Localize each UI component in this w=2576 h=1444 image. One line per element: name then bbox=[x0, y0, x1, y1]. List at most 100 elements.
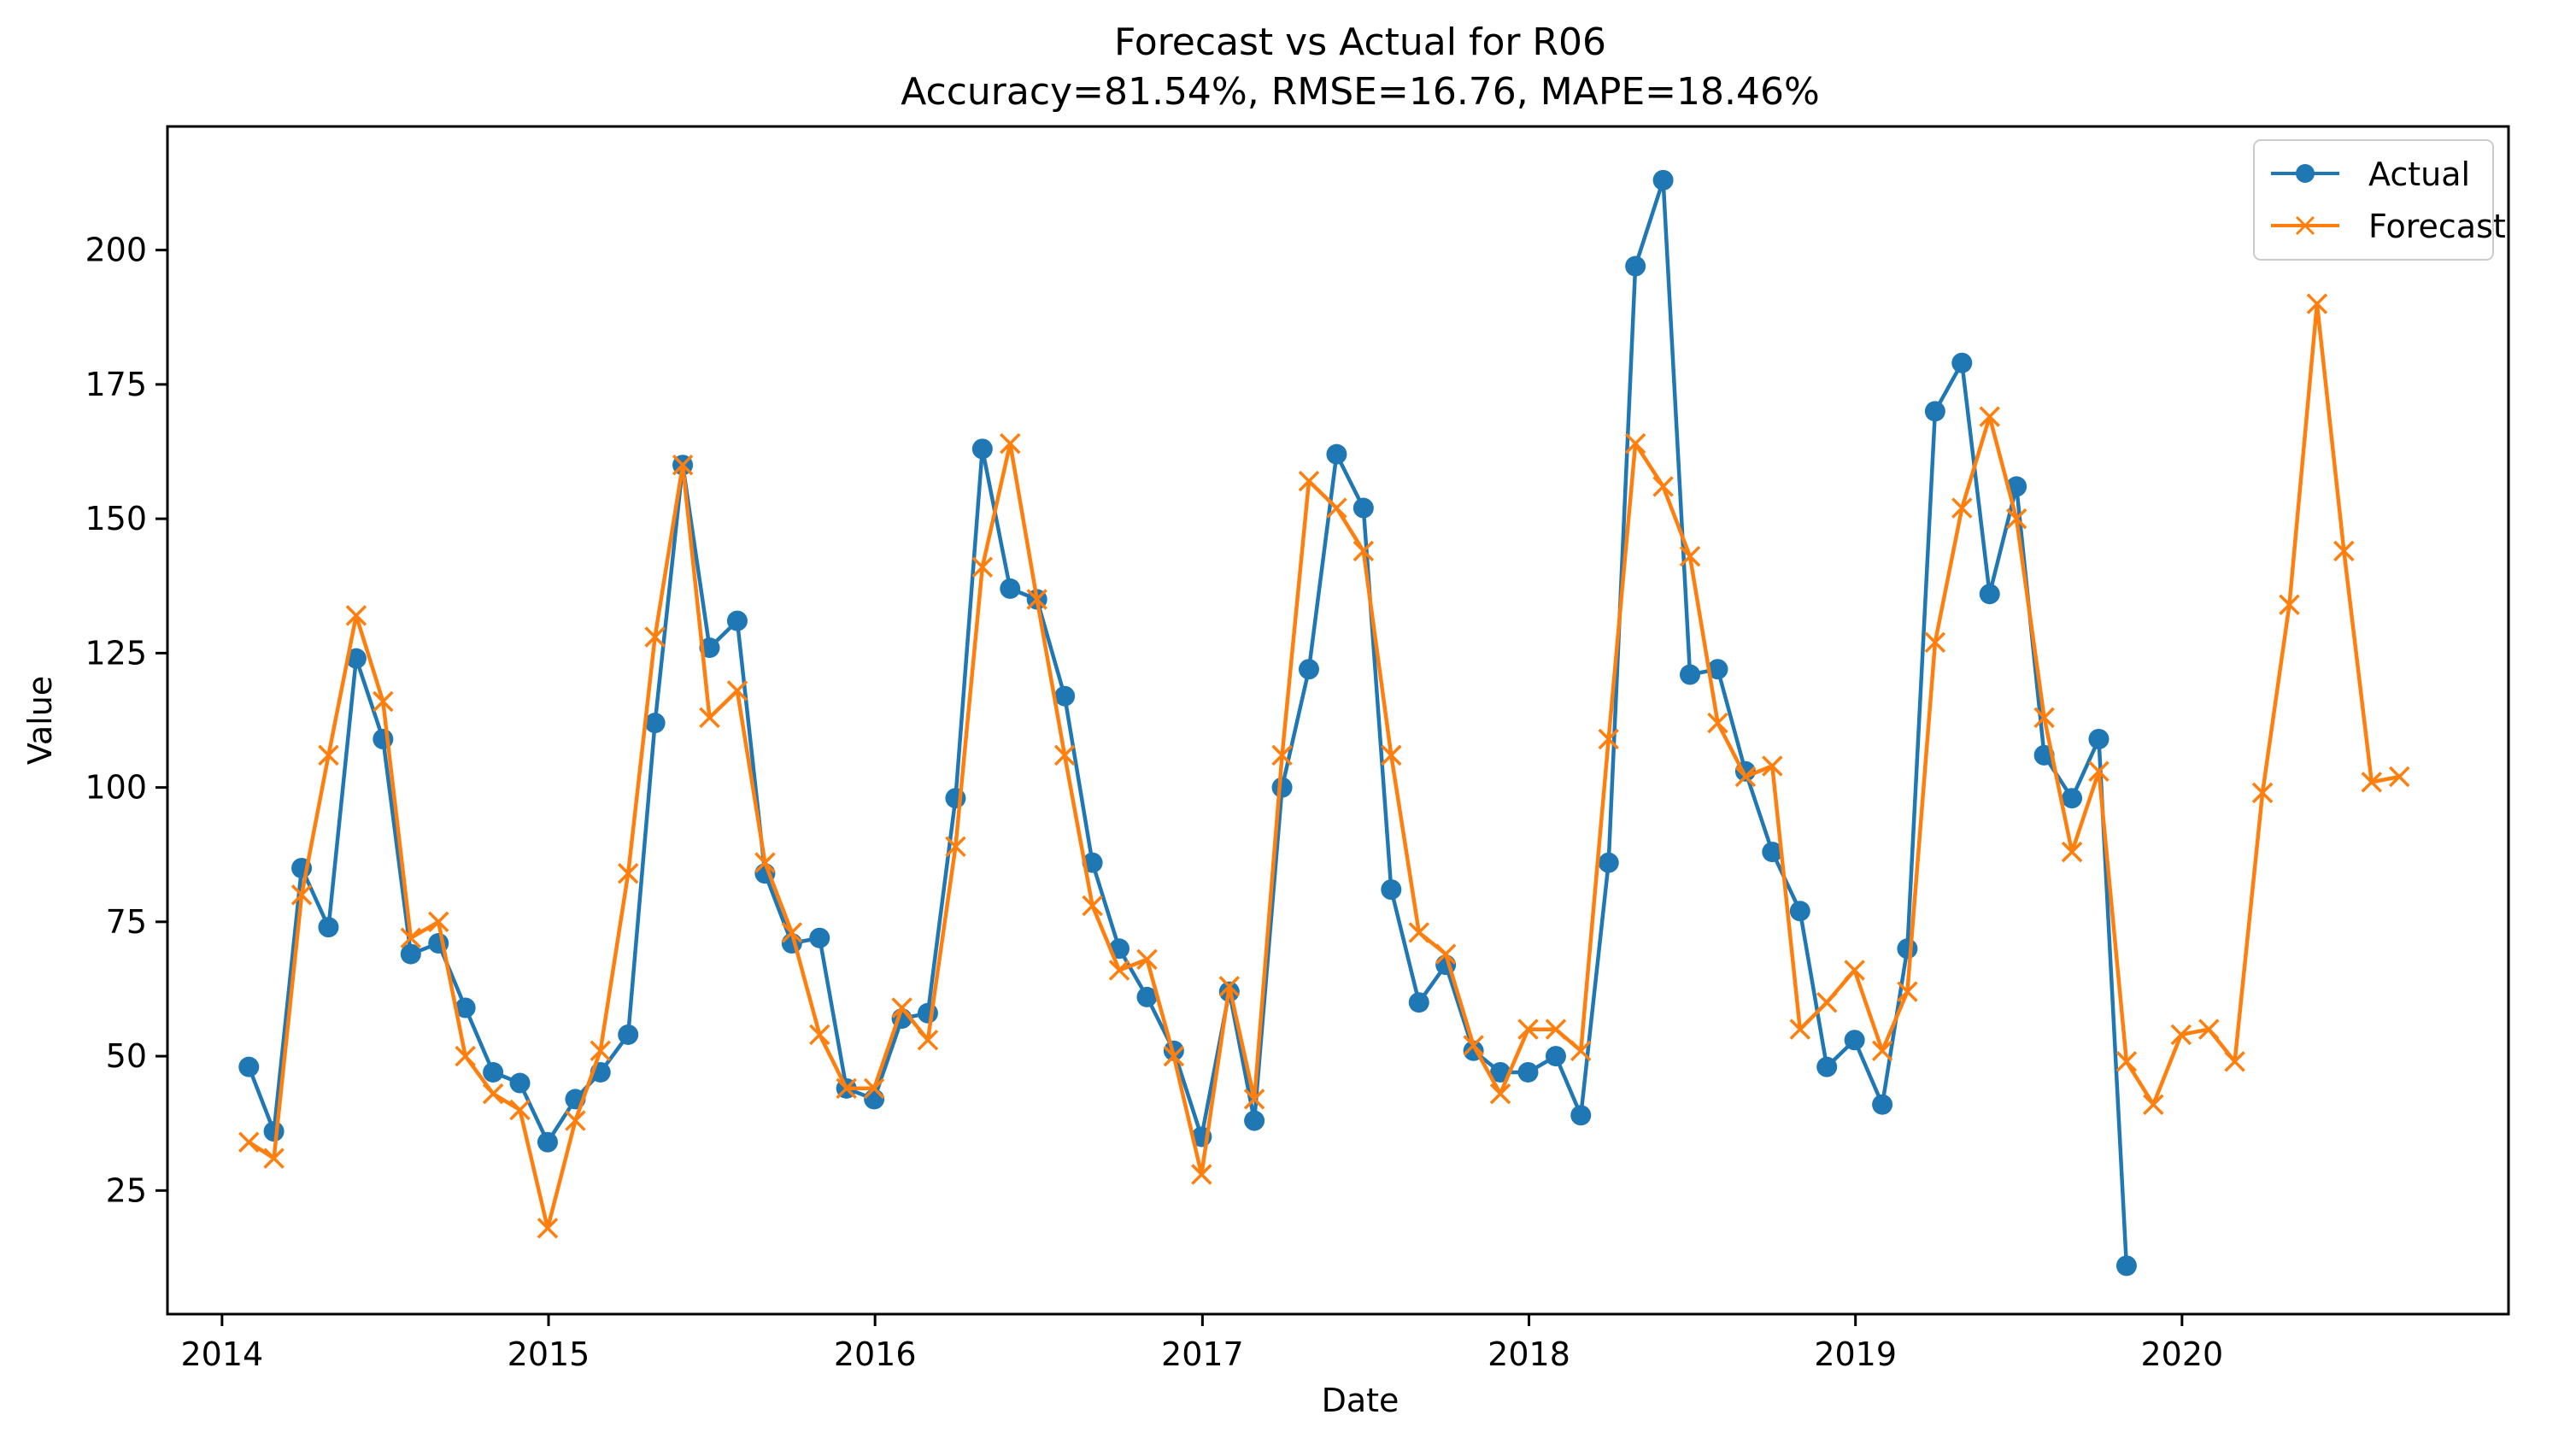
data-point-forecast bbox=[2251, 782, 2274, 804]
data-point-forecast bbox=[2061, 841, 2083, 863]
data-point-forecast bbox=[2005, 508, 2027, 530]
series-forecast-line bbox=[248, 302, 2400, 1230]
data-point-forecast bbox=[428, 911, 449, 933]
data-point-forecast bbox=[2224, 1051, 2245, 1072]
data-point-actual bbox=[1652, 169, 1674, 191]
data-point-forecast bbox=[318, 744, 339, 766]
data-point-forecast bbox=[672, 455, 694, 476]
data-point-forecast bbox=[809, 1024, 830, 1046]
data-point-forecast bbox=[400, 927, 422, 948]
data-point-forecast bbox=[617, 863, 639, 884]
series-layer bbox=[238, 169, 2410, 1277]
data-point-forecast bbox=[1243, 1089, 1265, 1110]
data-point-forecast bbox=[1082, 895, 1103, 917]
data-point-forecast bbox=[891, 997, 912, 1018]
data-point-forecast bbox=[2143, 1094, 2164, 1115]
data-point-actual bbox=[2062, 788, 2083, 809]
data-point-actual bbox=[1625, 255, 1646, 277]
data-point-forecast bbox=[482, 1083, 504, 1105]
x-tick-label: 2017 bbox=[1161, 1335, 1244, 1373]
data-point-actual bbox=[537, 1131, 558, 1153]
data-point-forecast bbox=[1734, 766, 1757, 788]
y-tick-label: 150 bbox=[85, 500, 147, 537]
data-point-forecast bbox=[1871, 1040, 1893, 1062]
data-point-actual bbox=[2115, 1255, 2137, 1277]
data-point-actual bbox=[1271, 777, 1293, 798]
data-point-actual bbox=[1545, 1046, 1566, 1067]
legend: Actual Forecast bbox=[2253, 139, 2506, 261]
data-point-forecast bbox=[863, 1077, 885, 1100]
x-tick-label: 2014 bbox=[181, 1335, 264, 1373]
data-point-forecast bbox=[1108, 960, 1130, 981]
data-point-forecast bbox=[781, 922, 803, 943]
data-point-forecast bbox=[1026, 589, 1047, 610]
data-point-actual bbox=[1326, 443, 1347, 465]
data-point-actual bbox=[318, 917, 339, 938]
data-point-forecast bbox=[1897, 981, 1918, 1002]
data-point-actual bbox=[1844, 1030, 1865, 1051]
data-point-actual bbox=[1408, 992, 1429, 1013]
data-point-forecast bbox=[1218, 976, 1241, 997]
chart-subtitle: Accuracy=81.54%, RMSE=16.76, MAPE=18.46% bbox=[901, 70, 1820, 114]
data-point-forecast bbox=[1489, 1083, 1511, 1105]
data-point-actual bbox=[1598, 852, 1619, 873]
data-point-actual bbox=[1979, 584, 2000, 605]
data-point-forecast bbox=[836, 1077, 857, 1100]
data-point-forecast bbox=[2306, 293, 2328, 314]
data-point-actual bbox=[1816, 1056, 1838, 1077]
data-point-actual bbox=[1054, 685, 1076, 707]
data-point-forecast bbox=[1789, 1018, 1811, 1040]
y-tick-label: 25 bbox=[106, 1171, 147, 1209]
data-point-forecast bbox=[726, 680, 748, 701]
data-point-forecast bbox=[1136, 948, 1158, 971]
data-point-forecast bbox=[537, 1218, 559, 1239]
data-point-forecast bbox=[1463, 1035, 1484, 1056]
y-tick-label: 175 bbox=[85, 366, 147, 403]
data-point-actual bbox=[1924, 401, 1945, 422]
data-point-forecast bbox=[1053, 744, 1076, 766]
x-axis-label: Date bbox=[1322, 1382, 1399, 1419]
data-point-actual bbox=[373, 729, 394, 750]
data-point-actual bbox=[1762, 842, 1783, 863]
data-point-forecast bbox=[1408, 922, 1429, 943]
data-point-forecast bbox=[290, 884, 313, 906]
data-point-actual bbox=[1381, 879, 1402, 901]
data-point-forecast bbox=[971, 556, 994, 578]
data-point-forecast bbox=[1570, 1040, 1592, 1062]
data-point-forecast bbox=[1679, 545, 1701, 567]
series-actual-line bbox=[247, 178, 2129, 1266]
data-point-forecast bbox=[917, 1029, 939, 1051]
data-point-actual bbox=[917, 1002, 938, 1024]
data-point-forecast bbox=[238, 1131, 260, 1153]
data-point-actual bbox=[509, 1072, 531, 1094]
data-point-actual bbox=[2006, 476, 2027, 497]
axis-ticks: 2014 2015 2016 2017 2018 2019 2020 25 50 75 100 125… bbox=[85, 232, 2223, 1373]
data-point-forecast bbox=[1517, 1018, 1539, 1040]
data-point-forecast bbox=[509, 1099, 531, 1121]
data-point-forecast bbox=[1924, 631, 1946, 654]
y-tick-label: 75 bbox=[106, 903, 147, 941]
data-point-actual bbox=[1951, 352, 1973, 373]
data-point-forecast bbox=[1191, 1164, 1212, 1185]
data-point-actual bbox=[1707, 659, 1728, 680]
data-point-forecast bbox=[2198, 1018, 2220, 1040]
data-point-forecast bbox=[345, 605, 367, 626]
data-point-forecast bbox=[1381, 744, 1402, 766]
data-point-forecast bbox=[1844, 960, 1865, 981]
data-point-forecast bbox=[1652, 476, 1674, 497]
data-point-forecast bbox=[1951, 497, 1973, 519]
data-point-forecast bbox=[2088, 760, 2110, 782]
data-point-actual bbox=[1000, 578, 1021, 599]
data-point-forecast bbox=[1163, 1045, 1185, 1067]
data-point-forecast bbox=[2279, 594, 2300, 616]
data-point-forecast bbox=[590, 1040, 611, 1062]
data-point-actual bbox=[1872, 1094, 1893, 1115]
x-tick-label: 2019 bbox=[1814, 1335, 1897, 1373]
data-point-actual bbox=[726, 610, 748, 631]
data-point-actual bbox=[1517, 1061, 1539, 1083]
y-tick-label: 50 bbox=[106, 1037, 147, 1075]
data-point-forecast bbox=[2115, 1051, 2138, 1072]
data-point-forecast bbox=[1624, 432, 1646, 455]
